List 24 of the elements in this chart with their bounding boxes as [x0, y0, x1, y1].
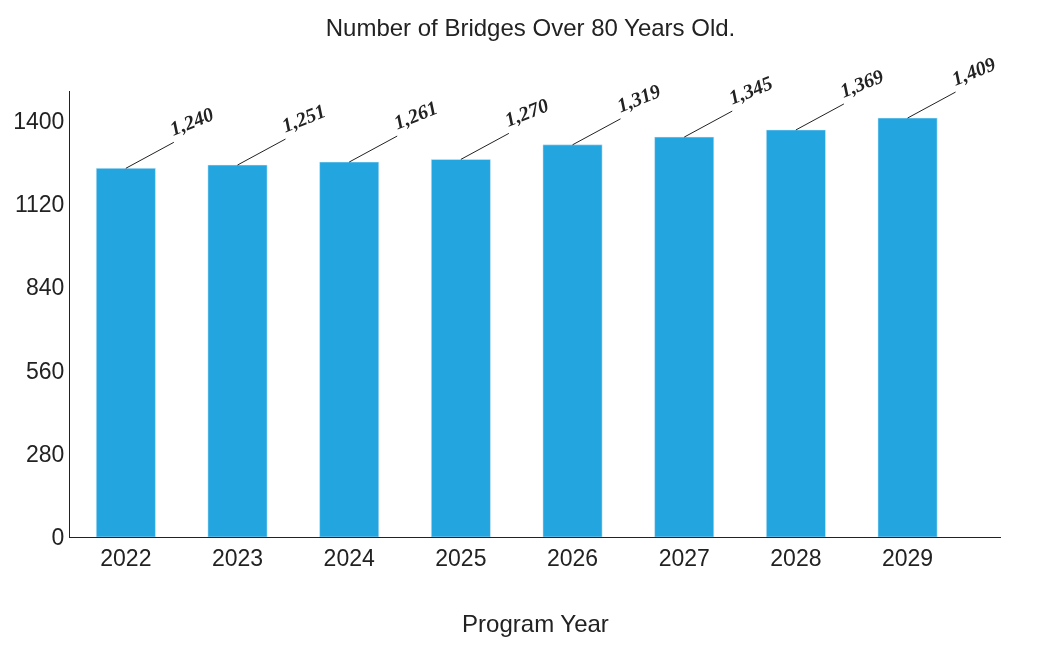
x-tick-label: 2023 — [211, 544, 264, 571]
data-label: 1,319 — [613, 79, 664, 117]
y-tick-label: 0 — [51, 524, 65, 551]
x-tick-label: 2027 — [658, 544, 710, 571]
y-tick-label: 840 — [26, 274, 65, 301]
y-tick-label: 560 — [26, 357, 65, 384]
x-tick-label: 2025 — [435, 544, 487, 571]
chart-title: Number of Bridges Over 80 Years Old. — [325, 14, 736, 42]
x-tick-label: 2024 — [323, 544, 375, 571]
data-label: 1,270 — [501, 93, 552, 131]
data-label: 1,261 — [390, 96, 441, 134]
data-label: 1,345 — [725, 71, 776, 109]
x-tick-label: 2028 — [770, 544, 822, 571]
x-tick-label: 2026 — [546, 544, 599, 571]
x-tick-label: 2029 — [881, 544, 934, 571]
x-axis-title: Program Year — [462, 609, 609, 637]
data-label: 1,240 — [166, 102, 217, 140]
data-label: 1,251 — [278, 99, 329, 137]
data-label: 1,409 — [948, 52, 999, 90]
y-tick-label: 1400 — [13, 107, 65, 134]
x-tick-label: 2022 — [100, 544, 152, 571]
y-tick-label: 1120 — [14, 191, 65, 218]
data-label: 1,369 — [836, 64, 887, 102]
y-tick-label: 280 — [26, 440, 65, 467]
